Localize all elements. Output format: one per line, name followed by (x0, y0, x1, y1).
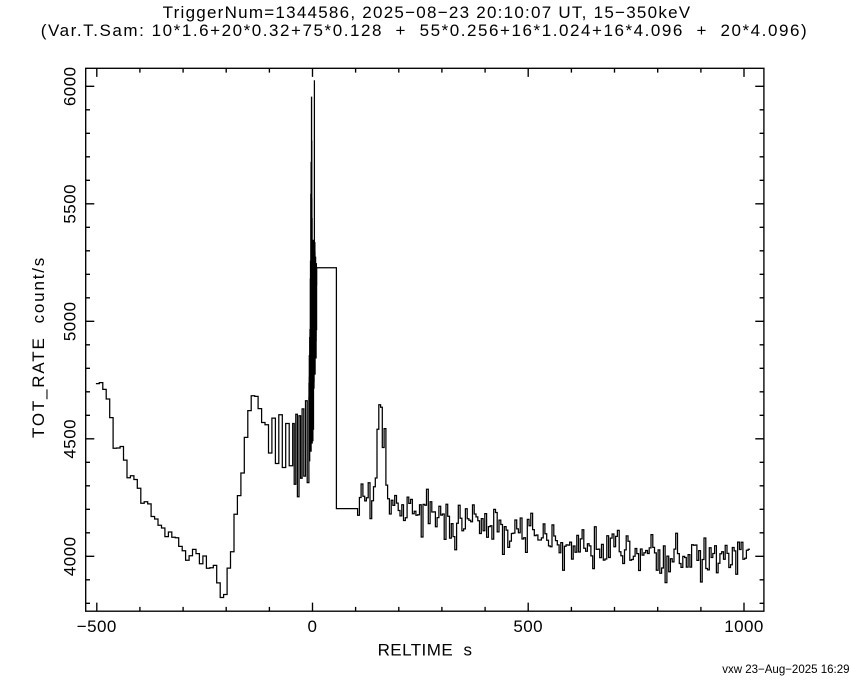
svg-text:vxw 23−Aug−2025 16:29: vxw 23−Aug−2025 16:29 (722, 664, 849, 676)
svg-text:0: 0 (308, 617, 318, 636)
svg-text:500: 500 (513, 617, 543, 636)
svg-text:(Var.T.Sam: 10*1.6+20*0.32+75*: (Var.T.Sam: 10*1.6+20*0.32+75*0.128 + 55… (41, 21, 808, 40)
svg-text:TriggerNum=1344586, 2025−08−23: TriggerNum=1344586, 2025−08−23 20:10:07 … (163, 3, 692, 22)
svg-text:5000: 5000 (61, 301, 80, 341)
svg-text:1000: 1000 (724, 617, 764, 636)
svg-text:4500: 4500 (61, 419, 80, 459)
svg-text:5500: 5500 (61, 184, 80, 224)
svg-text:RELTIME s: RELTIME s (378, 641, 473, 660)
svg-text:6000: 6000 (61, 66, 80, 106)
svg-text:4000: 4000 (61, 536, 80, 576)
svg-text:TOT_RATE count/s: TOT_RATE count/s (29, 256, 48, 438)
svg-text:−500: −500 (77, 617, 117, 636)
